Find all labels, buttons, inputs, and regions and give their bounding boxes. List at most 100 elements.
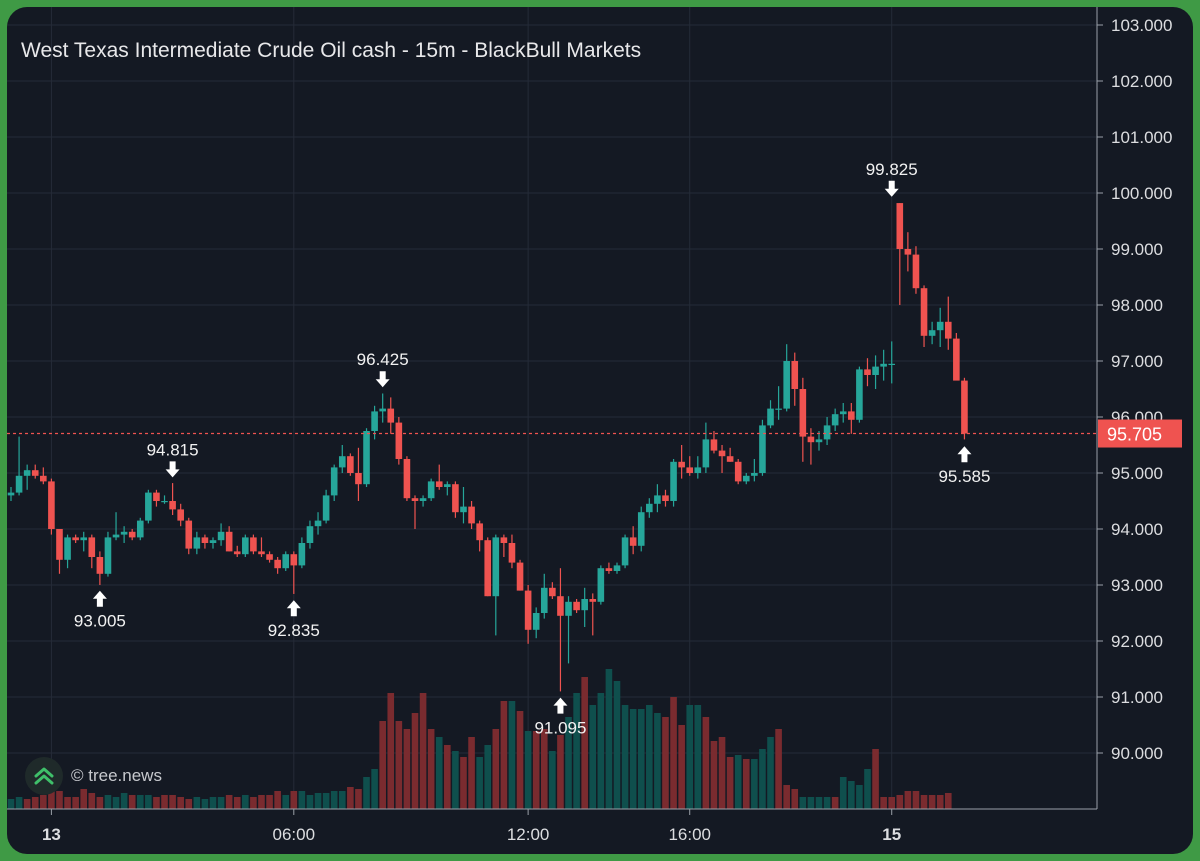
volume-bar: [597, 693, 605, 809]
candle-body: [322, 495, 330, 521]
last-price-tag-label: 95.705: [1107, 425, 1162, 445]
candle-body: [460, 506, 467, 513]
candle: [815, 431, 823, 451]
axes: 90.00091.00092.00093.00094.00095.00096.0…: [7, 7, 1182, 844]
volume-bar: [379, 721, 386, 809]
candle-body: [864, 369, 871, 375]
volume-bar: [783, 785, 790, 809]
volume-bar: [56, 791, 63, 809]
candle-body: [710, 439, 718, 451]
candle-body: [250, 537, 257, 552]
candle-body: [880, 363, 887, 367]
candle: [831, 408, 839, 431]
watermark-text: © tree.news: [71, 766, 162, 785]
candle: [476, 520, 483, 552]
x-tick-label: 12:00: [507, 825, 550, 844]
candle-body: [629, 537, 637, 546]
y-tick-label: 93.000: [1111, 576, 1163, 595]
candle-body: [775, 408, 782, 410]
candle: [597, 565, 605, 605]
candle-body: [112, 534, 120, 538]
candle-body: [80, 537, 88, 541]
candle-body: [637, 512, 645, 546]
candle-body: [589, 599, 597, 602]
y-tick-label: 91.000: [1111, 688, 1163, 707]
volume-bar: [654, 713, 661, 809]
arrow-down-icon: [884, 180, 899, 197]
candle: [936, 307, 944, 347]
volume-bar: [839, 777, 847, 809]
candle: [508, 534, 516, 569]
candle: [702, 422, 710, 473]
candle-body: [379, 408, 386, 412]
candle: [298, 537, 306, 569]
candle: [64, 534, 71, 569]
volume-bar: [250, 797, 257, 809]
y-tick-label: 99.000: [1111, 240, 1163, 259]
volume-bar: [363, 777, 370, 809]
volume-bar: [403, 729, 411, 809]
candle-body: [330, 467, 338, 496]
candle-body: [290, 554, 298, 566]
candle: [403, 456, 411, 501]
volume-bar: [686, 705, 694, 809]
candle-body: [621, 537, 629, 566]
candle-body: [298, 543, 306, 566]
volume-bar: [120, 793, 128, 809]
volume-bar: [72, 797, 79, 809]
candle: [177, 503, 184, 527]
candle: [953, 333, 960, 381]
candle-body: [783, 361, 790, 409]
candle-body: [759, 425, 766, 473]
candle-body: [64, 537, 71, 560]
candle-body: [452, 484, 459, 513]
volume-bar: [322, 793, 330, 809]
candle-body: [338, 456, 346, 468]
volume-bar: [532, 731, 540, 809]
volume-bar: [896, 795, 904, 809]
volume-bar: [807, 797, 815, 809]
arrow-up-icon: [286, 600, 301, 617]
volume-bar: [565, 717, 572, 809]
volume-bar: [217, 797, 225, 809]
candle-body: [904, 249, 912, 255]
volume-bar: [759, 749, 766, 809]
volume-bar: [621, 705, 629, 809]
candle: [759, 419, 766, 476]
volume-bar: [831, 797, 839, 809]
candle: [48, 478, 55, 535]
candle: [872, 355, 879, 389]
annotation-label: 94.815: [147, 440, 199, 459]
candle-body: [153, 492, 160, 501]
volume-bar: [330, 791, 338, 809]
volume-bar: [233, 797, 241, 809]
candle-body: [565, 601, 572, 616]
candle-body: [573, 601, 580, 611]
annotation-low: 91.095: [534, 697, 586, 738]
candle: [460, 487, 467, 524]
candle-body: [920, 288, 928, 336]
candle: [516, 559, 524, 591]
candle: [322, 489, 330, 524]
chart-canvas[interactable]: 93.005 94.815 92.835 96.425 91.095 99.825 95.5…: [7, 7, 1193, 854]
volume-bar: [670, 697, 677, 809]
volume-bar: [193, 797, 201, 809]
candle-body: [161, 501, 168, 503]
candle-body: [944, 321, 952, 339]
candle: [589, 593, 597, 636]
watermark: © tree.news: [25, 757, 162, 795]
y-tick-label: 98.000: [1111, 296, 1163, 315]
volume-bar: [791, 789, 799, 809]
candle-body: [266, 554, 273, 560]
candle-body: [524, 590, 532, 630]
annotation-label: 92.835: [268, 621, 320, 640]
candle: [330, 464, 338, 501]
candle: [686, 456, 694, 476]
candle: [355, 447, 362, 501]
volume-bar: [411, 713, 419, 809]
volume-bar: [347, 787, 354, 809]
candle-body: [807, 436, 815, 443]
candle: [839, 403, 847, 423]
candle-body: [767, 408, 774, 426]
annotation-label: 96.425: [357, 350, 409, 369]
